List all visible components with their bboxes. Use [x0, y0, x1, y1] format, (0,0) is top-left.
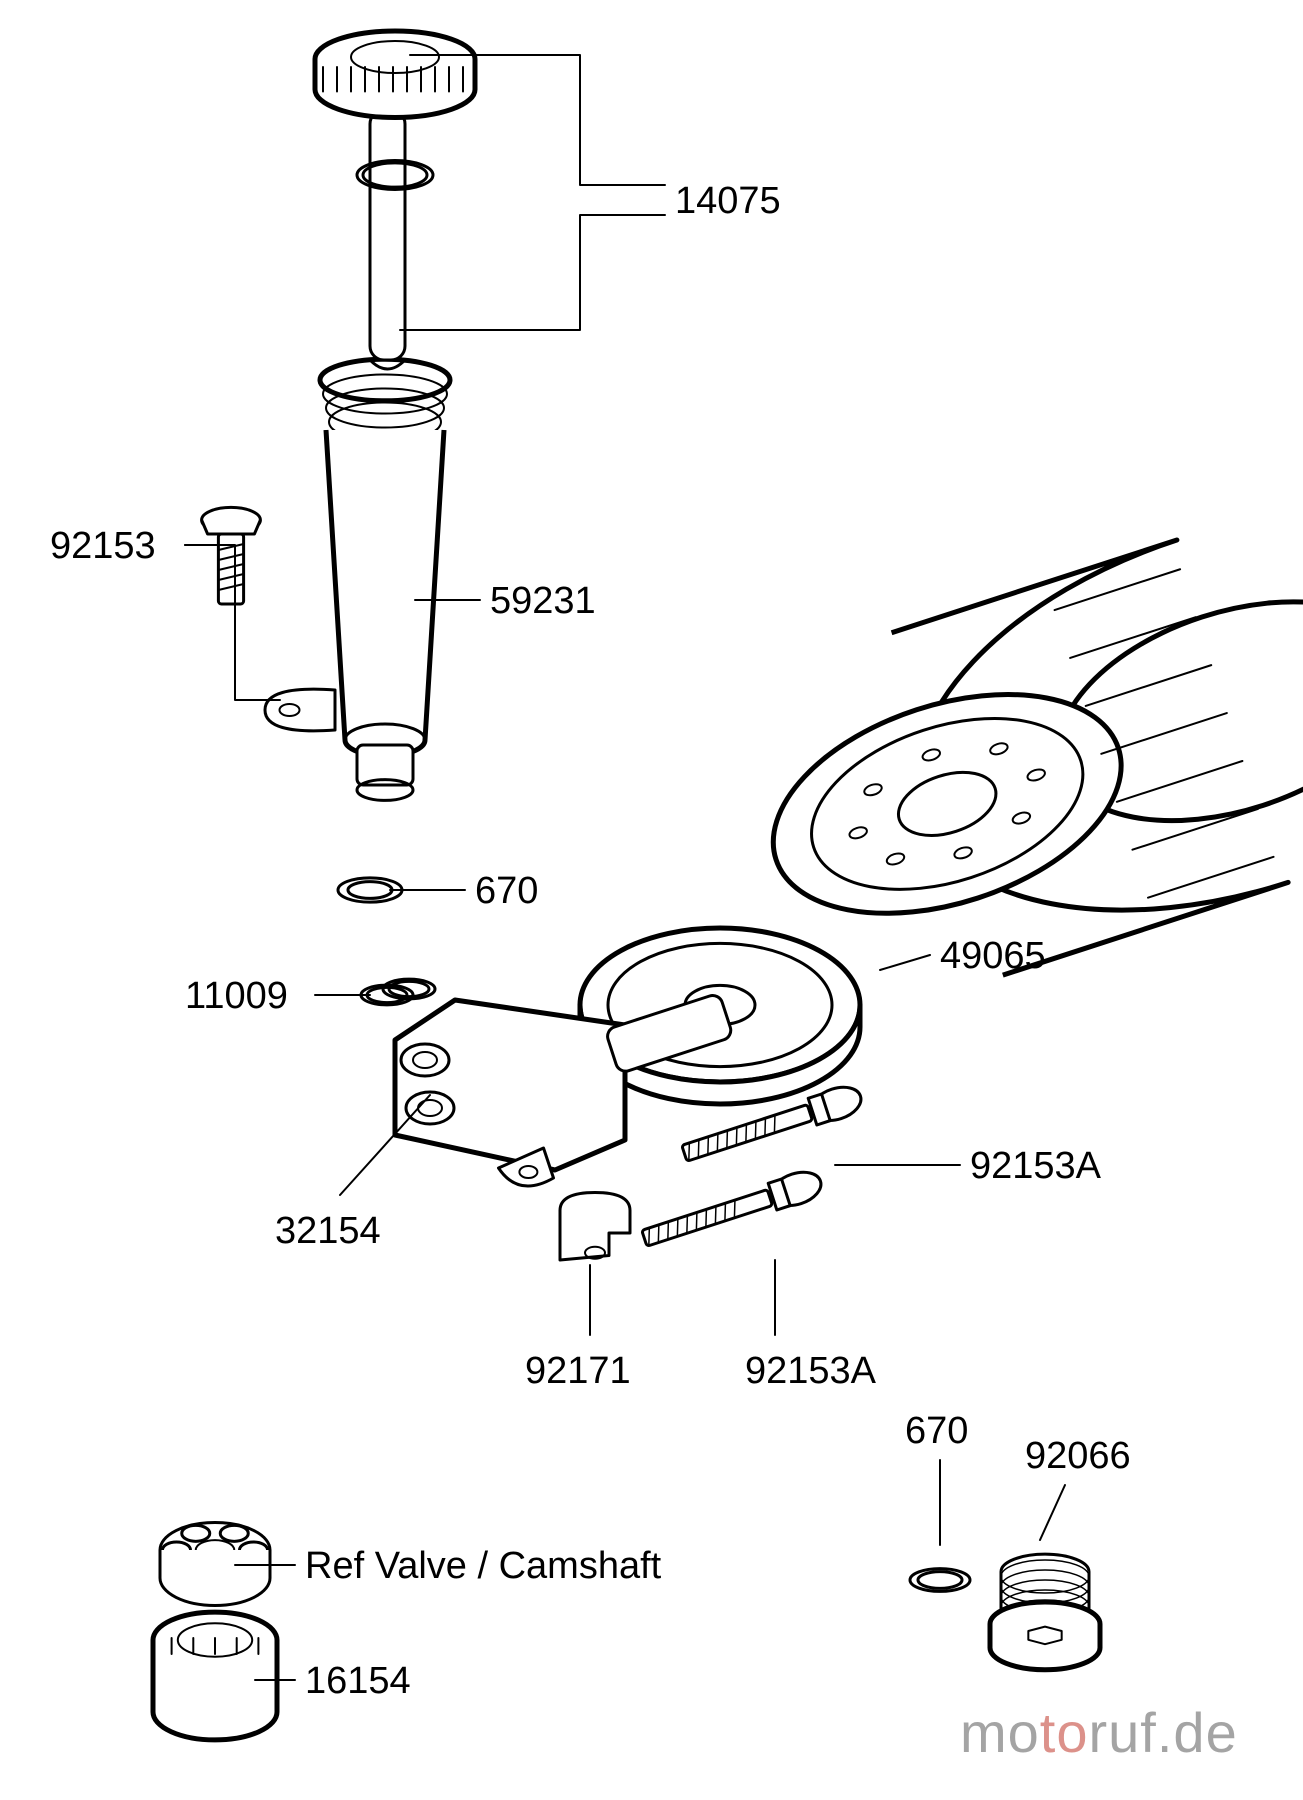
- label-lbl-92153A-a: 92153A: [970, 1145, 1101, 1188]
- o-ring-670-lower: [910, 1569, 970, 1592]
- clamp-92171: [560, 1193, 630, 1261]
- label-lbl-92153: 92153: [50, 525, 156, 568]
- label-lbl-14075: 14075: [675, 180, 781, 223]
- oil-filter-49065: [745, 540, 1303, 975]
- oil-dipstick-cap: [315, 31, 475, 118]
- tube-mounting-ear: [265, 689, 335, 731]
- label-lbl-16154: 16154: [305, 1660, 411, 1703]
- parts-layer: [153, 31, 1303, 1740]
- label-lbl-92153A-b: 92153A: [745, 1350, 876, 1393]
- label-lbl-92066: 92066: [1025, 1435, 1131, 1478]
- label-lbl-11009: 11009: [185, 975, 288, 1018]
- drain-plug-92066: [990, 1554, 1100, 1670]
- label-lbl-670-b: 670: [905, 1410, 968, 1453]
- ref-valve-camshaft-rotor: [160, 1523, 270, 1606]
- label-lbl-92171: 92171: [525, 1350, 631, 1393]
- label-lbl-670-a: 670: [475, 870, 538, 913]
- long-bolt: [640, 1166, 826, 1253]
- bolt-92153A-lower: [640, 1166, 826, 1253]
- gasket-11009: [361, 979, 435, 1005]
- rotor-housing-16154: [153, 1612, 277, 1740]
- parts-diagram: [0, 0, 1303, 1800]
- label-lbl-49065: 49065: [940, 935, 1046, 978]
- label-lbl-ref: Ref Valve / Camshaft: [305, 1545, 661, 1588]
- label-lbl-59231: 59231: [490, 580, 596, 623]
- label-lbl-32154: 32154: [275, 1210, 381, 1253]
- dipstick-tube-59231: [320, 359, 450, 800]
- bolt-92153: [202, 507, 261, 604]
